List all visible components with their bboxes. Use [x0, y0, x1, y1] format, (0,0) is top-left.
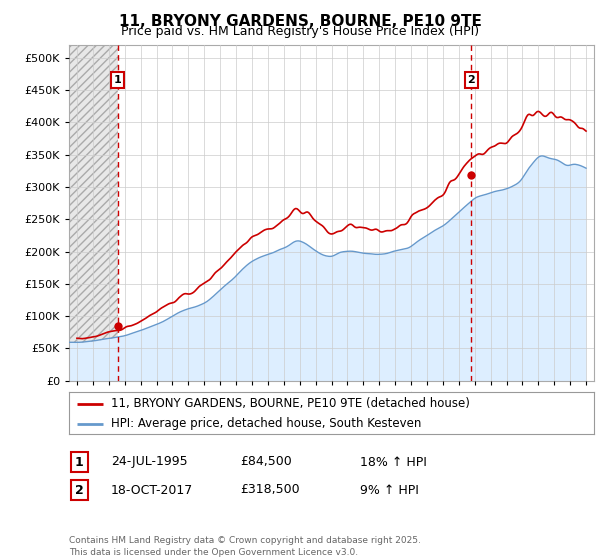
Text: 2: 2 [467, 75, 475, 85]
Text: 11, BRYONY GARDENS, BOURNE, PE10 9TE: 11, BRYONY GARDENS, BOURNE, PE10 9TE [119, 14, 481, 29]
Text: 1: 1 [114, 75, 122, 85]
Text: Price paid vs. HM Land Registry's House Price Index (HPI): Price paid vs. HM Land Registry's House … [121, 25, 479, 38]
Bar [69, 45, 118, 381]
Text: Contains HM Land Registry data © Crown copyright and database right 2025.
This d: Contains HM Land Registry data © Crown c… [69, 536, 421, 557]
Text: £84,500: £84,500 [240, 455, 292, 469]
Text: 11, BRYONY GARDENS, BOURNE, PE10 9TE (detached house): 11, BRYONY GARDENS, BOURNE, PE10 9TE (de… [111, 397, 470, 410]
Text: 1: 1 [75, 455, 84, 469]
Text: 24-JUL-1995: 24-JUL-1995 [111, 455, 188, 469]
Text: 18% ↑ HPI: 18% ↑ HPI [360, 455, 427, 469]
Text: 9% ↑ HPI: 9% ↑ HPI [360, 483, 419, 497]
Text: 18-OCT-2017: 18-OCT-2017 [111, 483, 193, 497]
Text: 2: 2 [75, 483, 84, 497]
Text: HPI: Average price, detached house, South Kesteven: HPI: Average price, detached house, Sout… [111, 417, 421, 430]
Text: £318,500: £318,500 [240, 483, 299, 497]
